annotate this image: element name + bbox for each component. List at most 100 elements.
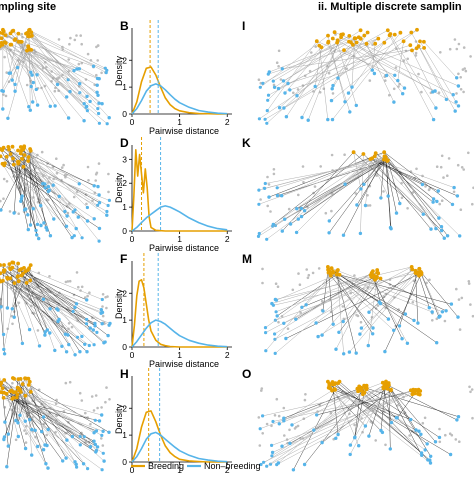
non-breeding-point [295,94,298,97]
non-breeding-point [373,72,376,75]
non-breeding-point [49,234,52,237]
grey-point [277,65,280,68]
non-breeding-point [106,122,109,125]
non-breeding-point [421,183,424,186]
grey-point [61,166,64,169]
grey-point [469,55,472,58]
grey-point [274,414,277,417]
breeding-point [22,165,26,169]
breeding-point [25,49,29,53]
breeding-point [419,273,423,277]
grey-point [93,409,96,412]
grey-point [261,387,264,390]
grey-point [98,162,101,165]
grey-point [2,197,5,200]
grey-point [75,34,78,37]
breeding-point [8,266,12,270]
grey-point [469,391,472,394]
grey-point [17,212,20,215]
non-breeding-point [455,418,458,421]
non-breeding-point [73,306,76,309]
non-breeding-point [433,89,436,92]
non-breeding-point [1,107,4,110]
breeding-point [17,32,21,36]
grey-point [469,303,472,306]
non-breeding-point [358,332,361,335]
non-breeding-point [100,434,103,437]
grey-point [275,282,278,285]
non-breeding-point [82,119,85,122]
non-breeding-point [265,238,268,241]
breeding-point [13,281,17,285]
non-breeding-point [78,82,81,85]
grey-point [460,88,463,91]
non-breeding-point [451,203,454,206]
non-breeding-point [12,211,15,214]
grey-point [108,398,111,401]
non-breeding-point [268,70,271,73]
non-breeding-point [86,467,89,470]
non-breeding-point [56,320,59,323]
grey-point [15,439,18,442]
non-breeding-point [336,76,339,79]
non-breeding-point [429,461,432,464]
non-breeding-point [85,95,88,98]
grey-point [102,293,105,296]
grey-point [302,165,305,168]
grey-point [420,91,423,94]
non-breeding-point [446,234,449,237]
grey-point [96,407,99,410]
grey-point [417,73,420,76]
non-breeding-point [64,456,67,459]
non-breeding-point [35,88,38,91]
non-breeding-point [30,428,33,431]
non-breeding-point [21,342,24,345]
non-breeding-point [101,311,104,314]
non-breeding-point [320,333,323,336]
non-breeding-point [38,344,41,347]
non-breeding-point [367,311,370,314]
non-breeding-point [88,100,91,103]
grey-point [68,43,71,46]
breeding-point [326,41,330,45]
grey-point [11,382,14,385]
breeding-point [22,146,26,150]
grey-point [467,152,470,155]
non-breeding-point [432,118,435,121]
breeding-point [375,268,379,272]
breeding-point [373,276,377,280]
non-breeding-point [431,310,434,313]
non-breeding-point [282,322,285,325]
breeding-point [10,261,14,265]
grey-point [308,274,311,277]
grey-point [460,208,463,211]
non-breeding-point [93,343,96,346]
non-breeding-point [42,298,45,301]
non-breeding-point [396,79,399,82]
non-breeding-point [2,348,5,351]
non-breeding-point [264,331,267,334]
breeding-point [16,262,20,266]
grey-point [453,191,456,194]
non-breeding-point [7,432,10,435]
non-breeding-point [5,465,8,468]
non-breeding-point [6,117,9,120]
grey-point [468,282,471,285]
grey-point [457,73,460,76]
non-breeding-point [437,315,440,318]
non-breeding-point [389,447,392,450]
non-breeding-point [39,204,42,207]
breeding-point [26,159,30,163]
non-breeding-point [98,122,101,125]
non-breeding-point [97,193,100,196]
non-breeding-point [93,324,96,327]
non-breeding-point [13,90,16,93]
non-breeding-point [379,429,382,432]
grey-point [428,189,431,192]
non-breeding-point [295,231,298,234]
y-axis-label: Density [114,172,124,203]
breeding-point [373,42,377,46]
breeding-point [349,40,353,44]
non-breeding-point [272,223,275,226]
panel-label: F [120,252,127,266]
